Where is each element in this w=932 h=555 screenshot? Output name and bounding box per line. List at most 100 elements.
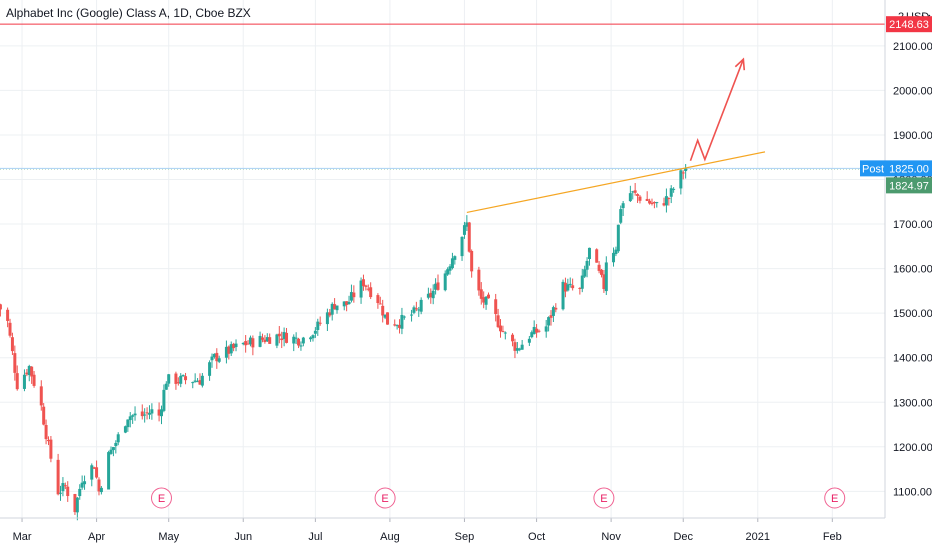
candle-body [145, 412, 149, 414]
candle-body [604, 262, 608, 292]
candle-body [229, 344, 233, 354]
candle-body [352, 292, 356, 298]
candle-body [460, 236, 464, 257]
candle-body [386, 312, 390, 325]
candle-body [537, 330, 541, 332]
candle-body [56, 459, 60, 495]
earnings-marker-label: E [831, 493, 838, 505]
candle-body [174, 373, 178, 384]
resistance-tag [886, 16, 932, 33]
candle-body [232, 343, 236, 349]
earnings-marker [593, 487, 615, 509]
candle-body [496, 315, 500, 328]
candle-body [294, 337, 298, 339]
candle-body [410, 314, 414, 316]
resistance-tag-label: 2148.63 [889, 19, 929, 31]
candle-body [544, 326, 548, 332]
candle-body [513, 342, 517, 351]
candle-body [436, 282, 440, 290]
candle-body [453, 256, 457, 260]
candle-body [381, 305, 385, 316]
candle-body [63, 485, 67, 487]
candle-body [193, 380, 197, 382]
candle-body [547, 317, 551, 326]
candle-body [99, 487, 103, 493]
candle-body [30, 366, 34, 377]
candle-body [42, 406, 46, 425]
time-tick-label: 2021 [746, 531, 770, 543]
candle-body [143, 414, 147, 416]
candle-body [599, 269, 603, 275]
time-tick-label: Oct [528, 531, 545, 543]
candle-body [585, 260, 589, 270]
candle-body [342, 301, 346, 307]
candle-body [95, 467, 99, 478]
candle-body [520, 344, 524, 350]
time-tick-label: Feb [823, 531, 842, 543]
chart-title: Alphabet Inc (Google) Class A, 1D, Cboe … [6, 6, 251, 20]
time-tick-label: Jul [308, 531, 322, 543]
time-tick-label: Dec [673, 531, 693, 543]
candle-body [227, 346, 231, 354]
candle-body [448, 266, 452, 271]
candle-body [530, 332, 534, 338]
candle-body [484, 296, 488, 305]
candle-body [429, 292, 433, 298]
candle-body [126, 419, 130, 428]
candle-body [443, 273, 447, 291]
candle-body [0, 304, 2, 310]
candle-body [578, 287, 582, 289]
candle-body [159, 409, 163, 417]
candle-body [638, 196, 642, 201]
candle-body [301, 337, 305, 344]
candle-body [595, 249, 599, 263]
candle-body [208, 362, 212, 376]
candle-body [251, 338, 255, 348]
candle-body [44, 425, 48, 440]
candle-body [470, 251, 474, 272]
candle-body [619, 209, 623, 223]
candle-body [46, 439, 50, 442]
time-tick-label: Sep [455, 531, 475, 543]
price-tick-label: 1200.00 [893, 442, 932, 454]
candle-body [412, 307, 416, 313]
candle-body [260, 337, 264, 340]
candle-body [501, 331, 505, 333]
candle-body [244, 341, 248, 346]
candle-body [92, 467, 96, 469]
candle-body [80, 482, 84, 488]
price-tick-label: 1900.00 [893, 130, 932, 142]
earnings-marker-label: E [381, 493, 388, 505]
candle-body [109, 449, 113, 454]
candle-body [398, 324, 402, 328]
candle-body [679, 170, 683, 189]
candle-body [131, 415, 135, 417]
candle-body [268, 337, 272, 344]
candle-body [549, 315, 553, 318]
post-price-tag [886, 160, 932, 177]
candle-body [628, 193, 632, 202]
candle-body [366, 288, 370, 290]
candle-body [282, 332, 286, 339]
candle-body [482, 297, 486, 303]
candle-body [664, 196, 668, 206]
candle-body [181, 375, 185, 377]
time-tick-label: Mar [13, 531, 32, 543]
candle-body [90, 465, 94, 480]
candle-body [22, 374, 26, 389]
candle-body [566, 284, 570, 291]
candle-body [426, 293, 430, 298]
candle-body [15, 373, 19, 390]
candle-body [73, 493, 77, 513]
candle-body [78, 488, 82, 497]
candle-body [150, 409, 154, 414]
candle-body [241, 342, 245, 345]
candle-body [179, 375, 183, 384]
candle-body [597, 264, 601, 271]
candle-body [431, 290, 435, 299]
candle-body [224, 346, 228, 358]
candle-body [402, 316, 406, 318]
candle-body [532, 326, 536, 335]
